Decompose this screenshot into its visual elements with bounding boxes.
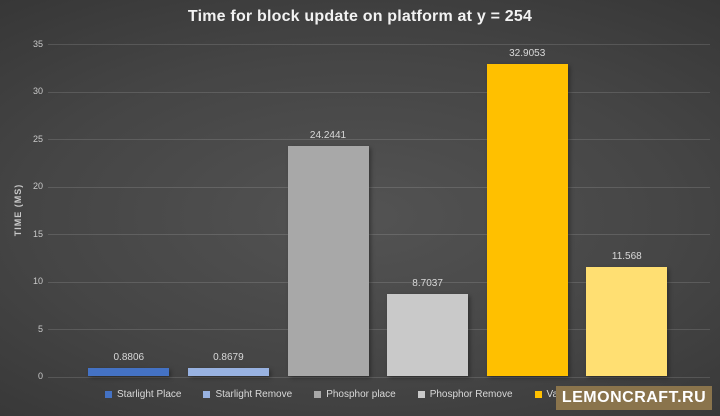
legend-item-starlight-place: Starlight Place bbox=[105, 389, 181, 400]
y-tick-label: 20 bbox=[32, 181, 43, 191]
bar-value-label-starlight-remove: 0.8679 bbox=[213, 352, 244, 364]
gridline-20 bbox=[48, 186, 710, 188]
y-tick-label: 15 bbox=[32, 228, 43, 239]
legend-swatch-icon bbox=[203, 391, 211, 398]
legend-swatch-icon bbox=[105, 391, 112, 398]
bar-starlight-place bbox=[88, 368, 170, 377]
y-axis-title: TIME (MS) bbox=[13, 183, 23, 237]
y-tick-label: 25 bbox=[32, 133, 43, 144]
y-tick-label: 35 bbox=[32, 38, 43, 49]
legend-item-phosphor-place: Phosphor place bbox=[314, 389, 396, 400]
gridline-0 bbox=[48, 376, 710, 378]
bar-series-6 bbox=[586, 266, 668, 377]
bar-phosphor-place bbox=[287, 146, 369, 377]
legend-label: Phosphor place bbox=[326, 389, 396, 400]
legend-item-starlight-remove: Starlight Remove bbox=[203, 389, 292, 400]
legend-label: Starlight Remove bbox=[215, 389, 293, 400]
chart-title: Time for block update on platform at y =… bbox=[187, 8, 533, 25]
bar-value-label-vanilla-place: 32.9053 bbox=[509, 47, 546, 59]
bar-value-label-series-6: 11.568 bbox=[611, 250, 642, 262]
y-tick-label: 5 bbox=[37, 323, 43, 334]
bar-phosphor-remove bbox=[387, 293, 469, 377]
bar-vanilla-place bbox=[486, 63, 568, 377]
bar-value-label-starlight-place: 0.8806 bbox=[113, 352, 145, 364]
bar-value-label-phosphor-place: 24.2441 bbox=[309, 130, 347, 142]
bar-starlight-remove bbox=[187, 368, 269, 377]
gridline-10 bbox=[48, 281, 710, 283]
y-tick-label: 0 bbox=[37, 371, 43, 381]
legend-label: Phosphor Remove bbox=[429, 389, 513, 400]
legend-swatch-icon bbox=[314, 391, 322, 398]
gridline-35 bbox=[48, 44, 710, 45]
legend-swatch-icon bbox=[534, 391, 542, 398]
legend-swatch-icon bbox=[417, 391, 425, 398]
y-tick-label: 30 bbox=[32, 86, 43, 96]
gridline-15 bbox=[48, 234, 710, 235]
y-tick-label: 10 bbox=[32, 276, 43, 286]
watermark: LEMONCRAFT.RU bbox=[556, 386, 712, 410]
legend-label: Starlight Place bbox=[117, 389, 182, 400]
bar-value-label-phosphor-remove: 8.7037 bbox=[412, 277, 443, 289]
legend-item-phosphor-remove: Phosphor Remove bbox=[417, 389, 513, 400]
gridline-5 bbox=[48, 329, 710, 330]
gridline-30 bbox=[48, 91, 710, 93]
gridline-25 bbox=[48, 139, 710, 140]
